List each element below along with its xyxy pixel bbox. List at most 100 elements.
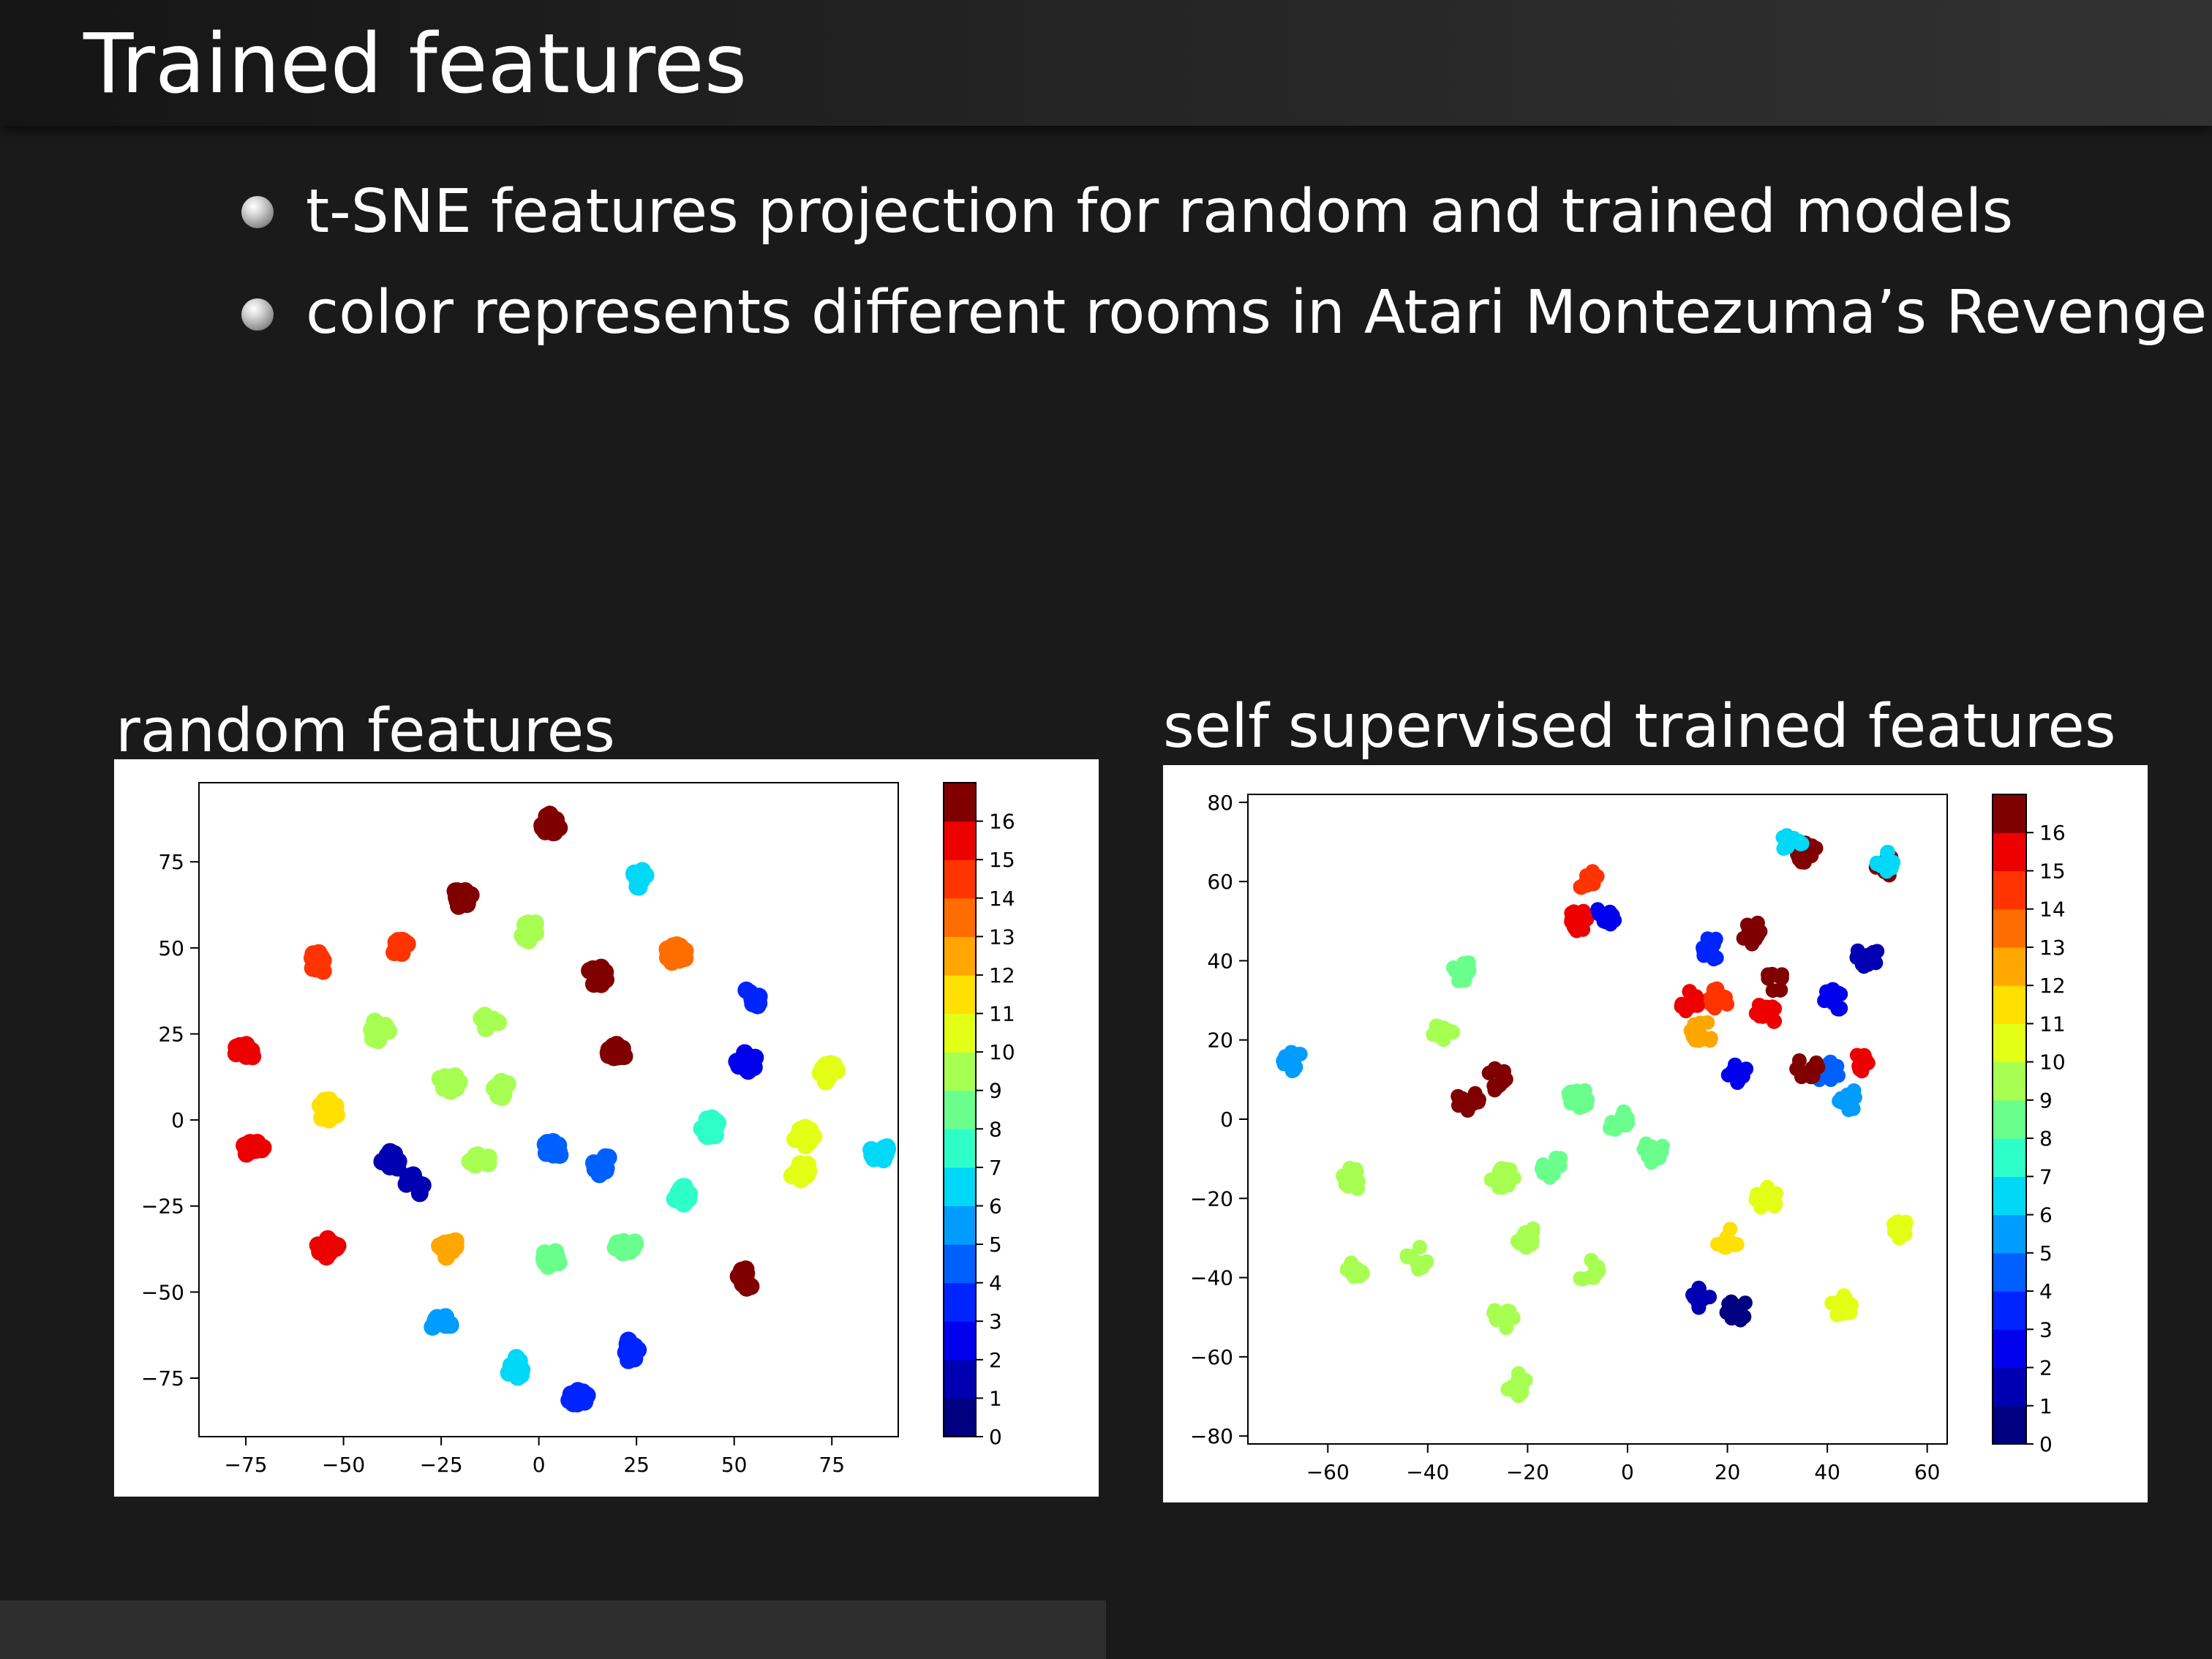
colorbar-tick-label: 0: [2039, 1432, 2053, 1456]
scatter-point: [1691, 1280, 1707, 1295]
scatter-point: [1562, 1089, 1577, 1105]
title-bar: Trained features: [0, 0, 2212, 126]
scatter-point: [1510, 1378, 1525, 1393]
scatter-point: [470, 1150, 489, 1168]
scatter-point: [1451, 974, 1466, 988]
scatter-point: [1761, 967, 1775, 982]
scatter-point: [446, 1233, 464, 1251]
colorbar-tick-label: 8: [989, 1117, 1002, 1141]
scatter-point: [741, 1049, 759, 1067]
colorbar-segment: [1993, 908, 2026, 948]
scatter-plot-trained: −60 −40 −20 0 20 40 60 −80 −60 −40 −20 0 20 40 60 80 0 1 2…: [1163, 765, 2148, 1502]
scatter-point: [1805, 1069, 1821, 1084]
x-tick-label: 60: [1914, 1460, 1941, 1484]
colorbar-tick-label: 12: [2039, 974, 2066, 998]
colorbar-tick-label: 10: [989, 1040, 1015, 1064]
scatter-point: [828, 1061, 846, 1080]
colorbar-tick-label: 1: [989, 1386, 1002, 1410]
scatter-point: [320, 1232, 338, 1250]
scatter-point: [1500, 1304, 1516, 1320]
y-tick-label: −50: [141, 1280, 184, 1304]
y-tick-label: −80: [1190, 1424, 1233, 1448]
scatter-point: [1720, 996, 1735, 1012]
scatter-point: [1794, 1069, 1809, 1085]
scatter-point: [509, 1368, 527, 1386]
scatter-point: [586, 1160, 604, 1178]
scatter-point: [590, 972, 609, 990]
scatter-point: [1737, 1295, 1753, 1311]
scatter-point: [620, 1351, 638, 1369]
y-tick-label: 40: [1207, 949, 1233, 973]
y-tick-label: 60: [1207, 870, 1233, 894]
scatter-point: [397, 1175, 415, 1193]
scatter-point: [1590, 902, 1606, 917]
scatter-point: [1580, 1092, 1595, 1107]
scatter-point: [1517, 1225, 1532, 1240]
colorbar-frame: [1992, 794, 2027, 1445]
scatter-point: [1567, 921, 1582, 936]
colorbar-segment: [944, 1167, 976, 1207]
scatter-point: [1399, 1248, 1415, 1263]
y-tick-label: 25: [158, 1022, 184, 1046]
scatter-point: [510, 1352, 528, 1370]
scatter-point: [382, 1157, 400, 1175]
y-tick-label: −75: [141, 1366, 184, 1391]
colorbar-segment: [1993, 1291, 2026, 1330]
scatter-point: [309, 944, 328, 962]
scatter-point: [1703, 1031, 1718, 1046]
colorbar-tick-label: 2: [2039, 1356, 2053, 1380]
scatter-point: [489, 1013, 507, 1031]
colorbar-tick-label: 4: [989, 1271, 1002, 1295]
scatter-point: [592, 958, 610, 977]
x-tick-label: −50: [322, 1453, 365, 1477]
scatter-point: [622, 1335, 640, 1353]
colorbar-segment: [944, 1205, 976, 1245]
colorbar-tick-label: 3: [2039, 1317, 2053, 1342]
scatter-point: [1350, 1261, 1365, 1276]
colorbar-frame: [943, 782, 977, 1437]
scatter-point: [600, 1046, 618, 1064]
y-tick-label: 20: [1207, 1028, 1233, 1053]
colorbar-tick-label: 2: [989, 1348, 1002, 1372]
colorbar-tick-label: 9: [989, 1079, 1002, 1103]
colorbar-tick-label: 15: [989, 848, 1015, 872]
x-tick-label: −20: [1506, 1460, 1549, 1484]
colorbar-segment: [944, 1244, 976, 1284]
colorbar-tick-label: 10: [2039, 1050, 2066, 1075]
scatter-point: [1787, 832, 1802, 848]
scatter-point: [1414, 1258, 1429, 1274]
x-tick-label: 75: [819, 1453, 845, 1477]
colorbar-segment: [944, 974, 976, 1015]
colorbar-segment: [1993, 1023, 2026, 1063]
colorbar-segment: [1993, 985, 2026, 1025]
scatter-point: [231, 1037, 249, 1055]
scatter-point: [1729, 1069, 1745, 1085]
colorbar-tick-label: 0: [989, 1425, 1002, 1449]
x-tick-label: 20: [1715, 1460, 1741, 1484]
scatter-point: [1579, 911, 1595, 927]
scatter-point: [1617, 1118, 1632, 1133]
colorbar-segment: [944, 1398, 976, 1437]
scatter-point: [663, 953, 681, 971]
scatter-point: [1456, 956, 1471, 971]
colorbar-tick-label: 14: [989, 887, 1015, 911]
scatter-point: [494, 1084, 512, 1102]
scatter-point: [1869, 857, 1884, 871]
scatter-point: [539, 1250, 557, 1268]
colorbar-tick-label: 5: [989, 1233, 1002, 1257]
scatter-point: [1896, 1224, 1911, 1240]
axes-frame: [198, 782, 899, 1437]
colorbar-segment: [944, 936, 976, 976]
scatter-point: [746, 994, 764, 1012]
colorbar-tick-label: 11: [2039, 1012, 2066, 1036]
bullet-text-2: color represents different rooms in Atar…: [306, 278, 2208, 347]
scatter-point: [519, 928, 537, 946]
scatter-point: [1834, 1091, 1849, 1106]
colorbar-tick-label: 6: [2039, 1203, 2053, 1227]
scatter-point: [1585, 864, 1600, 879]
scatter-point: [1707, 1001, 1723, 1016]
scatter-point: [318, 1110, 336, 1128]
x-tick-label: −25: [420, 1453, 463, 1477]
scatter-point: [731, 1266, 750, 1284]
x-tick-label: −60: [1306, 1460, 1350, 1484]
